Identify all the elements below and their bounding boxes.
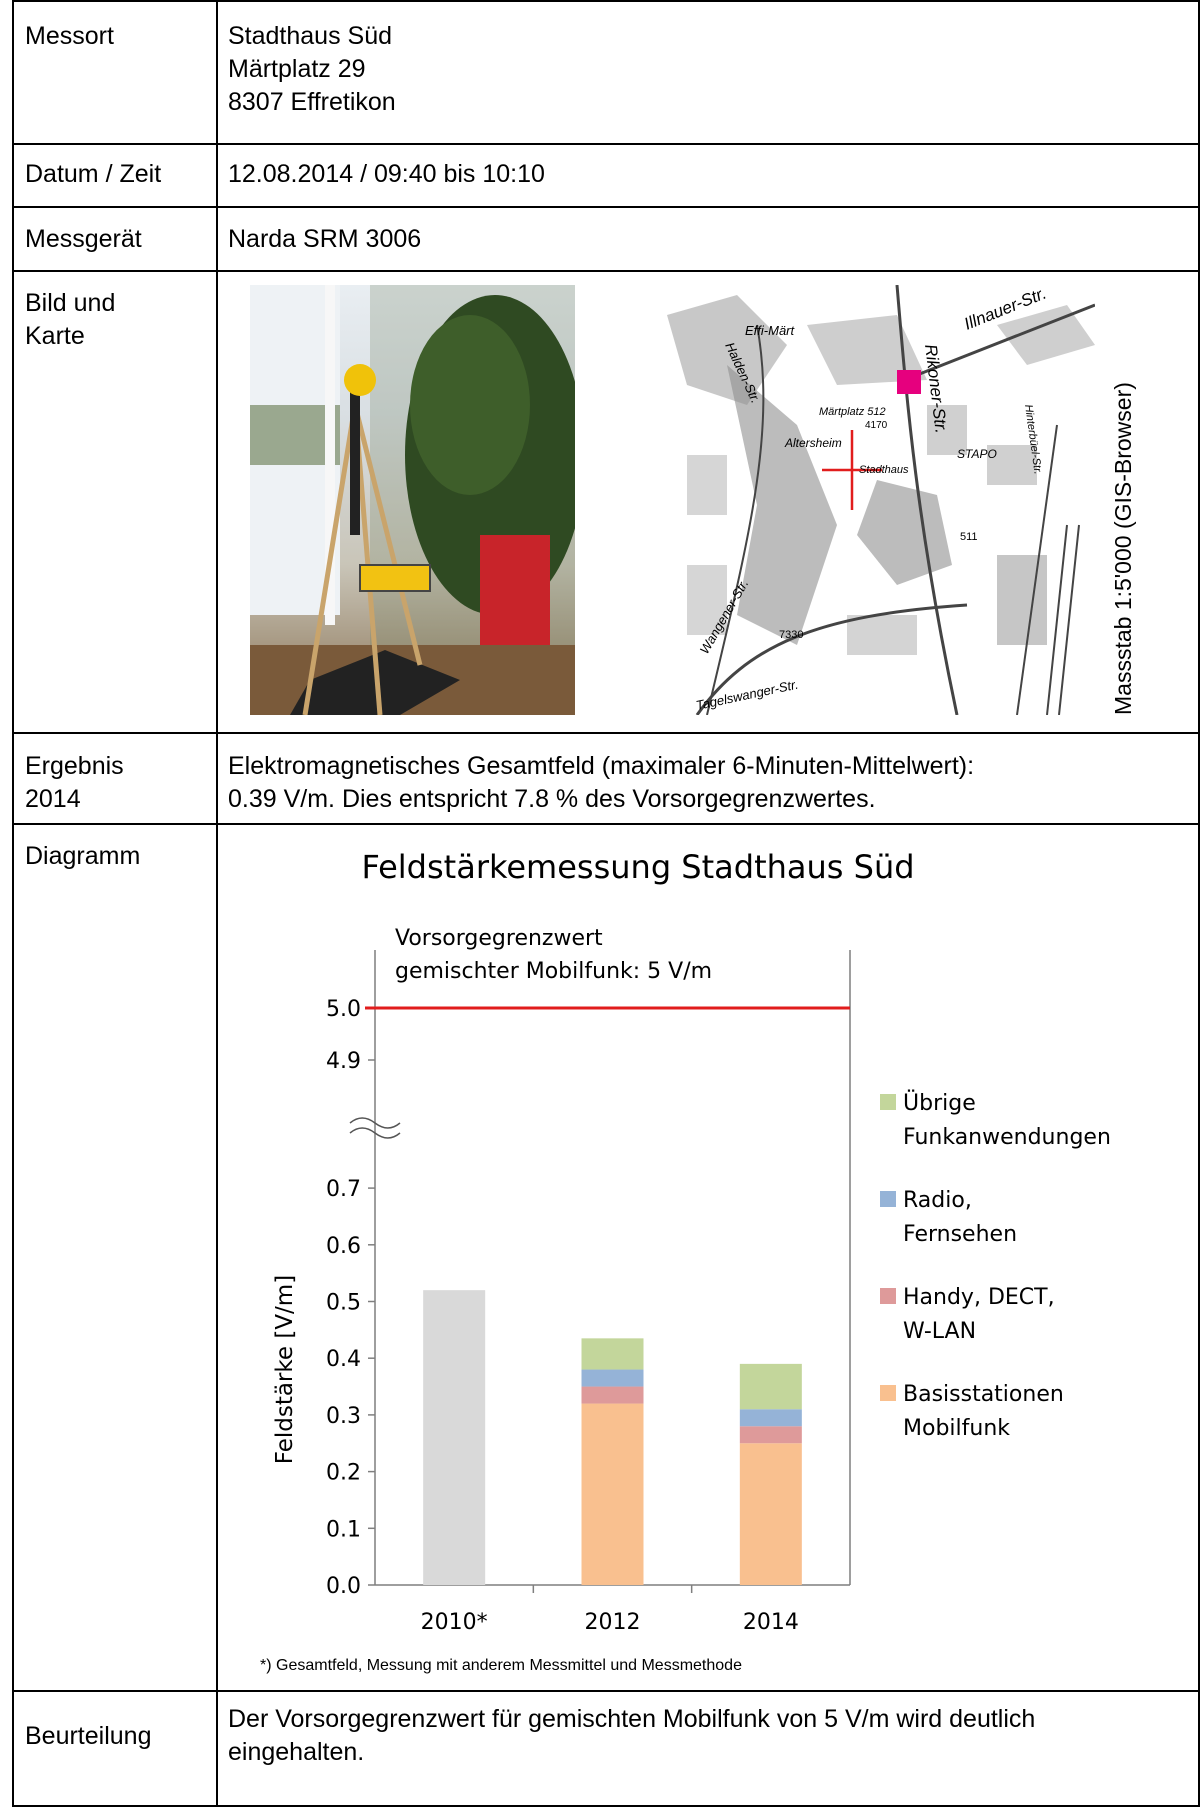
bar-segment [581,1403,644,1585]
chart-title: Feldstärkemessung Stadthaus Süd [361,848,914,886]
photo-illustration [250,285,575,715]
map-label: Märtplatz 512 [819,406,886,418]
ergebnis-value: Elektromagnetisches Gesamtfeld (maximale… [228,752,975,813]
messort-value: Stadthaus Süd Märtplatz 29 8307 Effretik… [228,22,396,116]
beurteilung-label: Beurteilung [25,1722,152,1750]
y-tick-label: 0.7 [326,1177,361,1202]
location-map: Effi-Märt Illnauer-Str. Rikoner-Str. Hal… [667,285,1095,715]
bar-segment [739,1363,802,1410]
y-tick-label: 0.0 [326,1574,361,1599]
table-border-bottom [12,1805,1200,1807]
x-tick-label: 2010* [421,1610,488,1635]
diagramm-label: Diagramm [25,842,141,870]
legend-label: Mobilfunk [903,1416,1010,1441]
beurteilung-value: Der Vorsorgegrenzwert für gemischten Mob… [228,1705,1036,1766]
measurement-photo [250,285,575,715]
bar-segment [581,1369,644,1387]
map-label: 7330 [779,629,803,641]
row-divider [12,143,1200,145]
legend-label: W-LAN [903,1319,976,1344]
table-border-top [12,0,1200,2]
y-tick-label: 0.3 [326,1404,361,1429]
table-border-right [1198,0,1200,1807]
x-tick-label: 2014 [743,1610,799,1635]
legend-swatch [880,1288,896,1304]
map-label: Stadthaus [859,464,909,476]
table-border-left [12,0,14,1807]
y-tick-label: 0.2 [326,1461,361,1486]
ergebnis-label: Ergebnis 2014 [25,752,124,813]
y-tick-label: 0.5 [326,1291,361,1316]
column-divider [216,0,218,1807]
row-divider [12,732,1200,734]
y-axis-label: Feldstärke [V/m] [272,1275,298,1464]
map-label: STAPO [957,447,997,461]
limit-label: gemischter Mobilfunk: 5 V/m [395,959,712,984]
axis-break-mark [349,1127,401,1139]
messort-label: Messort [25,22,114,50]
bar-segment [581,1338,644,1370]
map-illustration: Effi-Märt Illnauer-Str. Rikoner-Str. Hal… [667,285,1095,715]
chart-footnote: *) Gesamtfeld, Messung mit anderem Messm… [260,1657,742,1674]
y-tick-label: 4.9 [326,1049,361,1074]
messgeraet-value: Narda SRM 3006 [228,225,422,253]
legend-swatch [880,1094,896,1110]
map-label: 511 [960,531,978,543]
legend-label: Radio, [903,1188,972,1213]
datum-label: Datum / Zeit [25,160,162,188]
bar-total-2010 [423,1290,486,1585]
map-label: Altersheim [784,436,842,450]
bild-label: Bild und Karte [25,289,116,350]
bar-segment [739,1443,802,1585]
map-label: Effi-Märt [745,323,796,338]
limit-label: Vorsorgegrenzwert [395,926,603,951]
messgeraet-label: Messgerät [25,225,142,253]
axis-break-mark [349,1117,401,1129]
y-tick-label: 5.0 [326,997,361,1022]
row-divider [12,270,1200,272]
row-divider [12,823,1200,825]
legend-label: Fernsehen [903,1222,1017,1247]
y-tick-label: 0.1 [326,1517,361,1542]
legend-label: Übrige [903,1090,976,1116]
legend-swatch [880,1385,896,1401]
legend-swatch [880,1191,896,1207]
datum-value: 12.08.2014 / 09:40 bis 10:10 [228,160,545,188]
legend-label: Handy, DECT, [903,1285,1055,1310]
legend-label: Basisstationen [903,1382,1064,1407]
legend-label: Funkanwendungen [903,1125,1111,1150]
bar-segment [581,1386,644,1404]
y-tick-label: 0.6 [326,1234,361,1259]
y-tick-label: 0.4 [326,1347,361,1372]
row-divider [12,1690,1200,1692]
x-tick-label: 2012 [585,1610,641,1635]
row-divider [12,206,1200,208]
map-scale-label: Massstab 1:5'000 (GIS-Browser) [1110,382,1136,715]
field-strength-chart: Feldstärkemessung Stadthaus Süd 0.0 0.1 0.2… [260,848,1111,1674]
bar-segment [739,1426,802,1444]
map-label: 4170 [865,420,888,431]
bar-segment [739,1409,802,1427]
